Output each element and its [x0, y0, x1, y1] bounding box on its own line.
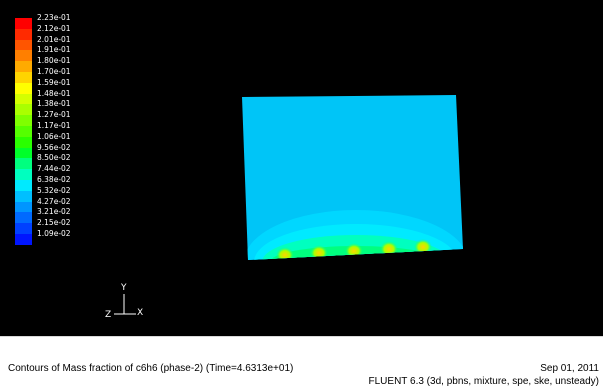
- hotspot: [345, 243, 363, 259]
- colorbar-legend: 2.23e-01 2.12e-01 2.01e-01 1.91e-01 1.80e-01…: [0, 0, 80, 336]
- colorbar-tick-label: 1.59e-01: [37, 77, 71, 87]
- colorbar-tick-label: 1.48e-01: [37, 88, 71, 98]
- colorbar-swatch: [15, 115, 32, 127]
- colorbar-swatch: [15, 93, 32, 105]
- axis-y-label: Y: [121, 283, 127, 293]
- colorbar-tick-label: 7.44e-02: [37, 164, 71, 174]
- contour-domain: [242, 95, 463, 260]
- colorbar-tick-label: 3.21e-02: [37, 207, 71, 217]
- footer-divider: [0, 336, 603, 337]
- colorbar-tick-label: 1.38e-01: [37, 99, 71, 109]
- hotspot: [310, 245, 328, 260]
- colorbar-swatch: [15, 190, 32, 202]
- colorbar-swatch: [15, 212, 32, 224]
- colorbar-swatch: [15, 104, 32, 116]
- colorbar-tick-label: 1.91e-01: [37, 45, 71, 55]
- colorbar-swatch: [15, 169, 32, 181]
- colorbar-swatch: [15, 180, 32, 191]
- colorbar-tick-label: 5.32e-02: [37, 185, 71, 195]
- colorbar-tick-label: 1.09e-02: [37, 229, 71, 238]
- colorbar-swatch: [15, 18, 32, 29]
- colorbar-swatch: [15, 28, 32, 40]
- colorbar-swatch: [15, 72, 32, 83]
- hotspot: [380, 241, 398, 257]
- colorbar-tick-label: 1.70e-01: [37, 67, 71, 76]
- colorbar-swatch: [15, 126, 32, 137]
- colorbar-tick-label: 2.12e-01: [37, 23, 71, 33]
- contour-band-inner: [262, 235, 450, 260]
- plot-date: Sep 01, 2011: [540, 363, 599, 374]
- colorbar-tick-label: 1.06e-01: [37, 131, 71, 141]
- graphics-viewport[interactable]: 2.23e-01 2.12e-01 2.01e-01 1.91e-01 1.80e-01…: [0, 0, 603, 336]
- solver-version: FLUENT 6.3 (3d, pbns, mixture, spe, ske,…: [368, 376, 599, 387]
- colorbar-swatch: [15, 147, 32, 159]
- colorbar-tick-label: 1.27e-01: [37, 110, 71, 120]
- hotspot: [414, 239, 432, 255]
- colorbar-swatch: [15, 136, 32, 148]
- colorbar-tick-label: 4.27e-02: [37, 196, 71, 206]
- colorbar-tick-label: 6.38e-02: [37, 175, 71, 184]
- plot-title: Contours of Mass fraction of c6h6 (phase…: [8, 363, 294, 374]
- colorbar-swatch: [15, 61, 32, 73]
- plot-footer: Contours of Mass fraction of c6h6 (phase…: [0, 336, 603, 392]
- axis-z-label: Z: [105, 310, 112, 320]
- colorbar-swatch: [15, 50, 32, 62]
- axis-x-label: X: [137, 308, 144, 318]
- colorbar-swatch: [15, 82, 32, 94]
- colorbar-tick-label: 2.15e-02: [37, 218, 71, 228]
- colorbar-tick-label: 2.01e-01: [37, 34, 71, 44]
- colorbar-swatch: [15, 158, 32, 170]
- colorbar-tick-label: 8.50e-02: [37, 153, 71, 163]
- axis-triad: Y X Z: [100, 283, 150, 326]
- colorbar-swatch: [15, 201, 32, 213]
- colorbar-tick-label: 1.17e-01: [37, 121, 71, 130]
- colorbar-swatch: [15, 39, 32, 51]
- colorbar-tick-label: 1.80e-01: [37, 56, 71, 66]
- colorbar-swatch: [15, 223, 32, 235]
- colorbar-tick-label: 2.23e-01: [37, 13, 71, 22]
- colorbar-tick-label: 9.56e-02: [37, 142, 71, 152]
- colorbar-swatch: [15, 234, 32, 245]
- hotspot: [276, 247, 294, 260]
